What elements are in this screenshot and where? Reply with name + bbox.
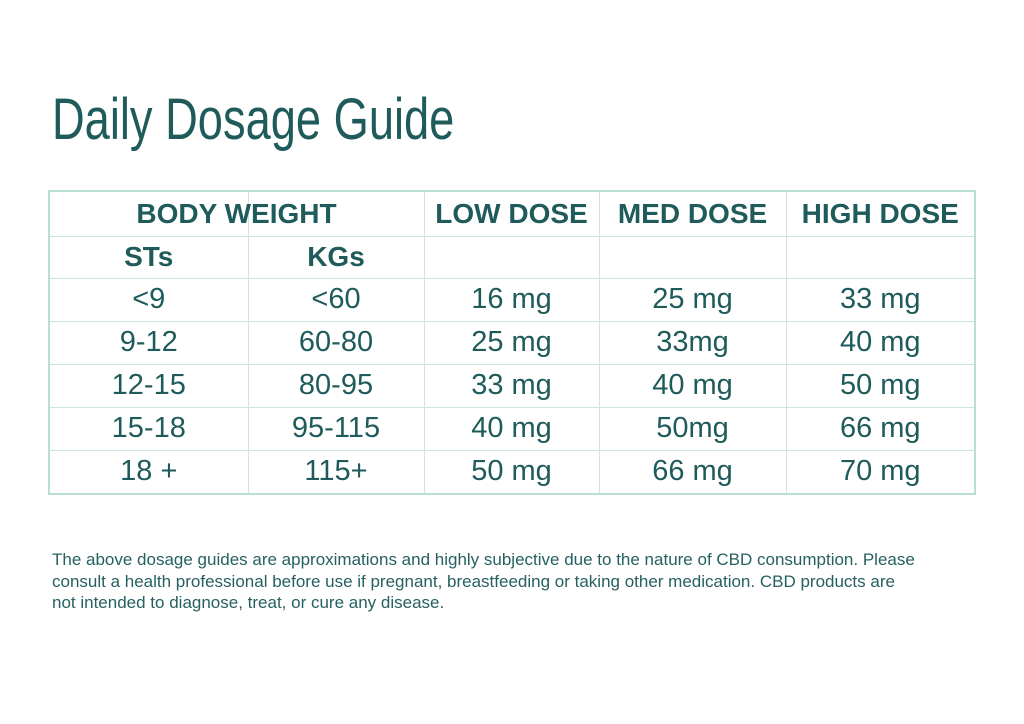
table-subheader-row: STs KGs: [48, 235, 976, 279]
subheader-empty-med: [598, 235, 787, 279]
table-cell: 50 mg: [423, 449, 600, 495]
table-cell: 33mg: [598, 320, 787, 365]
table-cell: 80-95: [247, 363, 425, 408]
disclaimer-line: not intended to diagnose, treat, or cure…: [52, 593, 445, 612]
subheader-kgs: KGs: [247, 235, 425, 279]
table-cell: 60-80: [247, 320, 425, 365]
disclaimer-line: consult a health professional before use…: [52, 571, 895, 591]
table-row: 12-15 80-95 33 mg 40 mg 50 mg: [48, 363, 976, 408]
table-cell: 33 mg: [423, 363, 600, 408]
page-title: Daily Dosage Guide: [52, 87, 455, 152]
header-high-dose: HIGH DOSE: [785, 190, 976, 237]
dosage-table: LOW DOSE MED DOSE HIGH DOSE STs KGs <9 <…: [48, 190, 976, 495]
table-cell: 9-12: [48, 320, 249, 365]
disclaimer-text: The above dosage guides are approximatio…: [52, 549, 982, 614]
table-cell: 33 mg: [785, 277, 976, 322]
table-cell: 115+: [247, 449, 425, 495]
table-cell: 12-15: [48, 363, 249, 408]
table-cell: 16 mg: [423, 277, 600, 322]
group-header-cell-left: [48, 190, 249, 237]
table-header-row: LOW DOSE MED DOSE HIGH DOSE: [48, 190, 976, 237]
group-header-cell-right: [247, 190, 425, 237]
subheader-sts: STs: [48, 235, 249, 279]
table-cell: 50 mg: [785, 363, 976, 408]
table-row: 18 + 115+ 50 mg 66 mg 70 mg: [48, 449, 976, 495]
table-cell: <9: [48, 277, 249, 322]
table-row: 15-18 95-115 40 mg 50mg 66 mg: [48, 406, 976, 451]
dosage-table-container: BODY WEIGHT LOW DOSE MED DOSE HIGH DOSE …: [48, 190, 976, 495]
table-row: <9 <60 16 mg 25 mg 33 mg: [48, 277, 976, 322]
table-cell: 66 mg: [598, 449, 787, 495]
header-low-dose: LOW DOSE: [423, 190, 600, 237]
subheader-empty-low: [423, 235, 600, 279]
table-cell: 50mg: [598, 406, 787, 451]
table-cell: 25 mg: [598, 277, 787, 322]
table-cell: 18 +: [48, 449, 249, 495]
table-cell: 40 mg: [598, 363, 787, 408]
table-cell: 95-115: [247, 406, 425, 451]
table-cell: 66 mg: [785, 406, 976, 451]
header-med-dose: MED DOSE: [598, 190, 787, 237]
table-cell: 15-18: [48, 406, 249, 451]
table-cell: 40 mg: [423, 406, 600, 451]
disclaimer-line: The above dosage guides are approximatio…: [52, 550, 915, 569]
table-cell: 40 mg: [785, 320, 976, 365]
table-row: 9-12 60-80 25 mg 33mg 40 mg: [48, 320, 976, 365]
table-cell: 70 mg: [785, 449, 976, 495]
table-cell: <60: [247, 277, 425, 322]
subheader-empty-high: [785, 235, 976, 279]
table-cell: 25 mg: [423, 320, 600, 365]
